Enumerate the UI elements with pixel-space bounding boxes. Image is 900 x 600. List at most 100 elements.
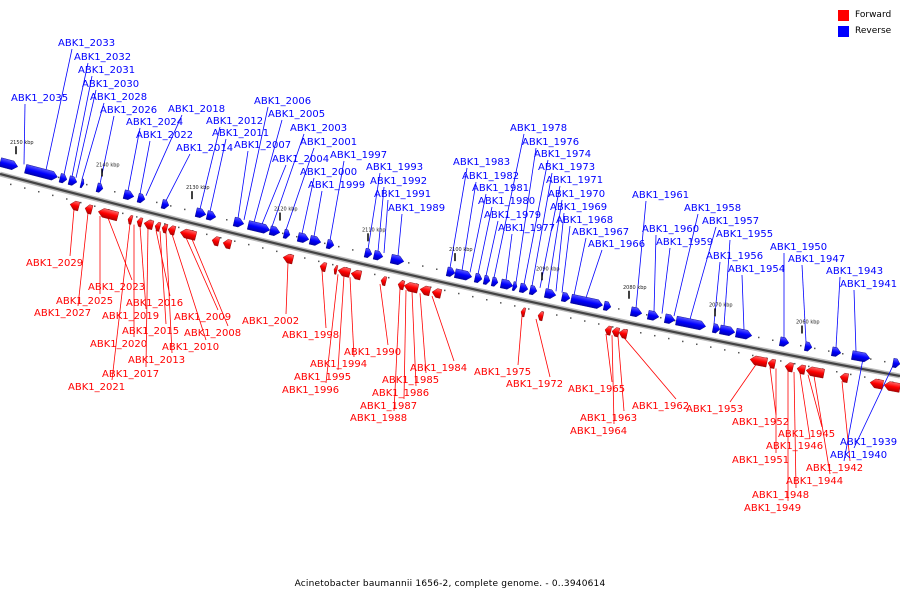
- gene-glyph[interactable]: [646, 310, 660, 321]
- gene-glyph[interactable]: [372, 250, 384, 261]
- gene-glyph[interactable]: [892, 358, 900, 368]
- gene-glyph[interactable]: [268, 225, 281, 237]
- reverse-gene: [602, 300, 612, 311]
- gene-glyph[interactable]: [767, 358, 777, 369]
- gene-label: ABK1_1995: [294, 372, 351, 383]
- gene-glyph[interactable]: [282, 253, 295, 265]
- gene-glyph[interactable]: [127, 215, 134, 225]
- gene-glyph[interactable]: [499, 278, 514, 290]
- minor-tick-mark: [170, 205, 172, 207]
- gene-glyph[interactable]: [831, 346, 842, 358]
- label-leader: [547, 199, 563, 290]
- gene-glyph[interactable]: [537, 311, 545, 322]
- gene-glyph[interactable]: [719, 324, 736, 337]
- gene-glyph[interactable]: [511, 281, 518, 292]
- gene-glyph[interactable]: [473, 272, 483, 283]
- label-leader: [397, 213, 403, 257]
- gene-glyph[interactable]: [179, 228, 198, 241]
- gene-glyph[interactable]: [560, 291, 571, 303]
- gene-glyph[interactable]: [805, 366, 825, 379]
- gene-glyph[interactable]: [79, 178, 85, 189]
- minor-tick-mark: [10, 183, 12, 186]
- gene-glyph[interactable]: [232, 216, 245, 228]
- gene-glyph[interactable]: [749, 355, 768, 368]
- gene-glyph[interactable]: [528, 285, 538, 296]
- gene-glyph[interactable]: [24, 164, 58, 181]
- gene-glyph[interactable]: [282, 228, 291, 239]
- gene-glyph[interactable]: [397, 280, 406, 291]
- gene-glyph[interactable]: [851, 350, 871, 363]
- label-leader: [243, 106, 269, 220]
- gene-glyph[interactable]: [784, 362, 795, 373]
- minor-tick-mark: [156, 201, 158, 204]
- gene-glyph[interactable]: [160, 199, 170, 210]
- gene-glyph[interactable]: [333, 265, 339, 275]
- gene-glyph[interactable]: [167, 225, 177, 236]
- gene-glyph[interactable]: [161, 223, 169, 234]
- gene-glyph[interactable]: [95, 182, 104, 193]
- minor-tick-mark: [870, 358, 872, 360]
- gene-glyph[interactable]: [453, 268, 473, 281]
- label-leader: [585, 249, 603, 298]
- gene-glyph[interactable]: [663, 313, 676, 325]
- label-leader: [337, 275, 345, 371]
- gene-glyph[interactable]: [431, 288, 443, 299]
- gene-glyph[interactable]: [518, 282, 529, 293]
- gene-glyph[interactable]: [803, 341, 813, 352]
- gene-glyph[interactable]: [122, 189, 135, 201]
- gene-glyph[interactable]: [67, 175, 78, 187]
- gene-glyph[interactable]: [839, 372, 850, 383]
- gene-glyph[interactable]: [778, 336, 790, 348]
- gene-glyph[interactable]: [136, 217, 144, 228]
- gene-glyph[interactable]: [604, 325, 613, 336]
- gene-glyph[interactable]: [58, 173, 68, 184]
- gene-glyph[interactable]: [543, 288, 557, 300]
- gene-glyph[interactable]: [296, 232, 310, 244]
- gene-glyph[interactable]: [194, 207, 207, 219]
- gene-glyph[interactable]: [0, 157, 19, 171]
- gene-glyph[interactable]: [154, 221, 162, 232]
- gene-glyph[interactable]: [211, 236, 221, 247]
- gene-glyph[interactable]: [97, 207, 120, 222]
- gene-glyph[interactable]: [143, 219, 155, 230]
- gene-glyph[interactable]: [222, 238, 233, 250]
- gene-glyph[interactable]: [389, 254, 405, 266]
- gene-glyph[interactable]: [520, 307, 527, 318]
- gene-glyph[interactable]: [380, 276, 388, 287]
- gene-glyph[interactable]: [796, 364, 807, 375]
- gene-glyph[interactable]: [337, 266, 352, 278]
- gene-label: ABK1_1972: [506, 379, 563, 390]
- gene-glyph[interactable]: [69, 200, 81, 212]
- gene-glyph[interactable]: [675, 315, 706, 331]
- reverse-gene: [122, 189, 135, 200]
- gene-glyph[interactable]: [247, 220, 270, 235]
- gene-glyph[interactable]: [883, 381, 900, 393]
- gene-glyph[interactable]: [403, 281, 420, 294]
- gene-glyph[interactable]: [602, 300, 612, 311]
- gene-glyph[interactable]: [84, 204, 94, 215]
- tick-label: 2100 kbp: [449, 247, 473, 253]
- legend-forward: Forward: [838, 9, 900, 25]
- gene-glyph[interactable]: [319, 262, 328, 273]
- gene-glyph[interactable]: [618, 328, 629, 339]
- gene-glyph[interactable]: [325, 239, 335, 250]
- gene-glyph[interactable]: [629, 306, 643, 318]
- gene-glyph[interactable]: [490, 276, 499, 287]
- gene-glyph[interactable]: [611, 327, 621, 338]
- gene-glyph[interactable]: [308, 235, 322, 246]
- gene-glyph[interactable]: [482, 274, 491, 285]
- gene-glyph[interactable]: [711, 323, 721, 334]
- gene-glyph[interactable]: [350, 269, 363, 281]
- forward-gene: [69, 200, 81, 212]
- label-leader: [403, 290, 407, 400]
- gene-glyph[interactable]: [363, 247, 373, 259]
- label-leader: [329, 160, 345, 241]
- gene-glyph[interactable]: [205, 210, 217, 221]
- gene-glyph[interactable]: [735, 327, 753, 340]
- gene-glyph[interactable]: [570, 293, 603, 309]
- gene-glyph[interactable]: [136, 193, 146, 204]
- gene-glyph[interactable]: [869, 378, 884, 390]
- label-leader: [419, 293, 427, 374]
- gene-glyph[interactable]: [445, 266, 456, 278]
- gene-glyph[interactable]: [419, 285, 432, 297]
